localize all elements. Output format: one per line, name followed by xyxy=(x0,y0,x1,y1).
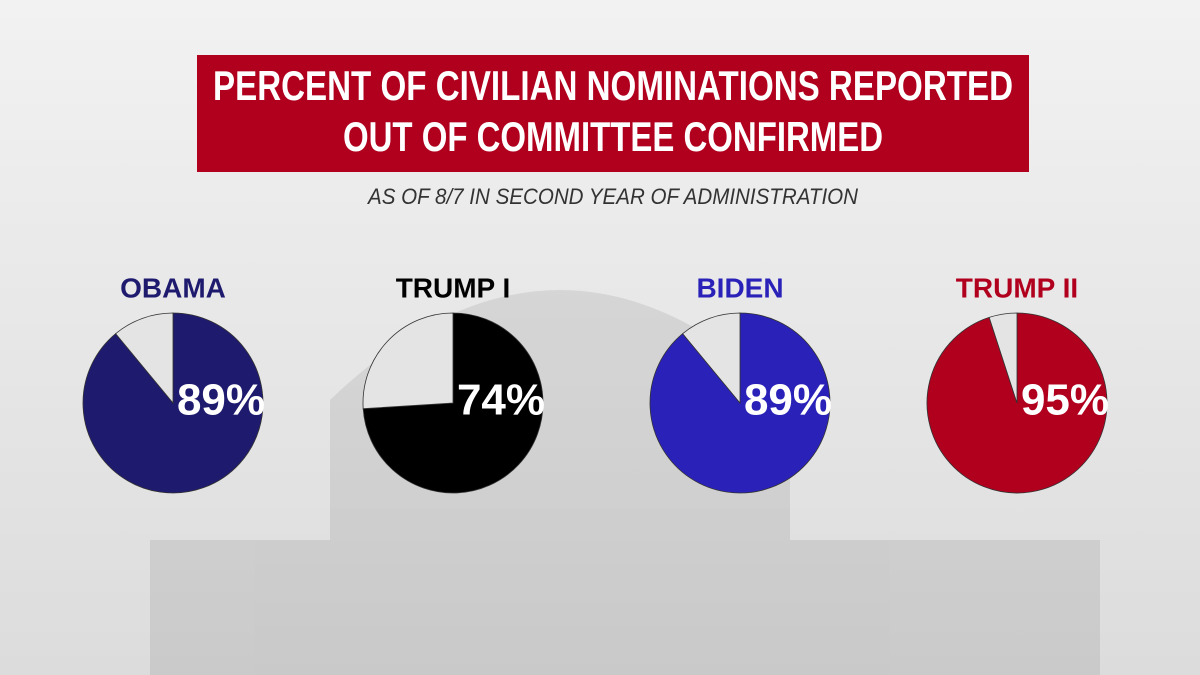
value-label: 89% xyxy=(177,376,265,425)
pie-title: TRUMP II xyxy=(956,272,1078,303)
pie-title: BIDEN xyxy=(696,272,783,303)
pie-slice xyxy=(988,312,1018,404)
pie-slice xyxy=(682,312,741,405)
chart-title: OUT OF COMMITTEE CONFIRMED xyxy=(343,113,883,160)
value-label: 74% xyxy=(457,376,545,425)
title-box xyxy=(197,55,1029,172)
pie-title: TRUMP I xyxy=(396,272,511,303)
chart-title: PERCENT OF CIVILIAN NOMINATIONS REPORTED xyxy=(213,62,1013,109)
value-label: 95% xyxy=(1021,376,1109,425)
pie-slice xyxy=(115,312,174,405)
pie-title: OBAMA xyxy=(120,272,226,303)
pie-slice xyxy=(362,312,454,410)
subtitle: AS OF 8/7 IN SECOND YEAR OF ADMINISTRATI… xyxy=(366,184,858,209)
value-label: 89% xyxy=(744,376,832,425)
